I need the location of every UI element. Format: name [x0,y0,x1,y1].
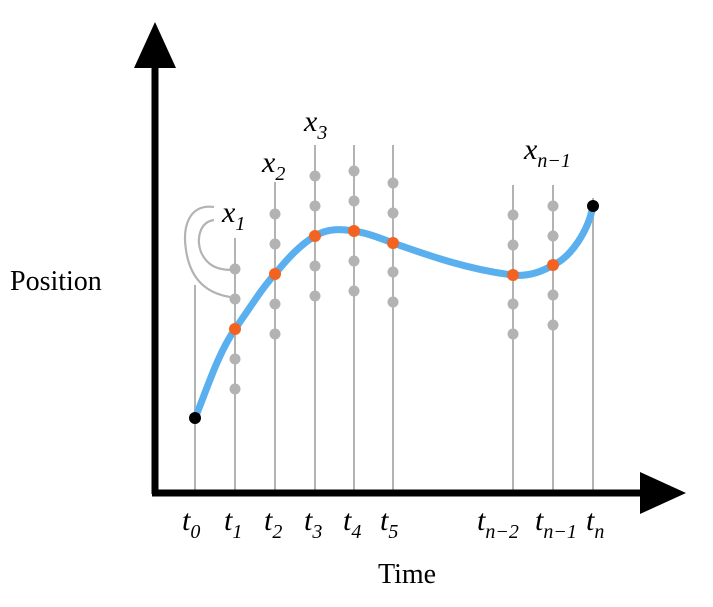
candidate-point [547,230,559,242]
time-label-t2: t2 [264,504,282,543]
candidate-point [348,255,360,267]
candidate-point [229,293,241,305]
candidate-point [507,298,519,310]
candidate-point [309,260,321,272]
start-point [189,412,201,424]
selected-point [387,237,399,249]
selected-points [229,225,559,335]
candidate-point [387,207,399,219]
candidate-point [507,328,519,340]
candidate-point [547,319,559,331]
selected-point [309,230,321,242]
candidate-point [229,353,241,365]
candidate-point [348,165,360,177]
position-label-x3: x3 [303,105,327,144]
candidate-point [269,328,281,340]
time-label-t1: t1 [224,504,242,543]
time-label-t0: t0 [182,504,200,543]
time-label-tn-1: tn−1 [535,504,577,543]
x-axis-arrow [640,472,686,514]
end-point [587,200,599,212]
x-axis-label: Time [378,559,436,590]
candidate-point [348,285,360,297]
time-gridlines [194,145,594,493]
candidate-point [229,263,241,275]
x1-bracket [184,205,233,299]
candidate-point [229,383,241,395]
candidate-points [229,165,559,395]
candidate-point [269,298,281,310]
candidate-point [309,290,321,302]
candidate-point [507,239,519,251]
y-axis-label: Position [10,266,102,297]
time-labels: t0 t1 t2 t3 t4 t5 tn−2 tn−1 tn [182,504,604,543]
time-label-t4: t4 [343,504,361,543]
candidate-point [348,195,360,207]
candidate-point [269,208,281,220]
time-label-t3: t3 [304,504,322,543]
axes [134,22,686,514]
position-label-x2: x2 [261,146,285,185]
bracket-curve-outer [184,205,231,299]
candidate-point [387,266,399,278]
candidate-point [309,200,321,212]
selected-point [348,225,360,237]
selected-point [507,269,519,281]
y-axis-arrow [134,22,176,68]
candidate-point [547,200,559,212]
candidate-point [387,296,399,308]
position-labels: x1 x2 x3 xn−1 [221,105,571,235]
bracket-curve-inner [197,218,233,272]
time-label-tn: tn [586,504,604,543]
time-label-tn-2: tn−2 [477,504,519,543]
candidate-point [507,209,519,221]
selected-point [547,259,559,271]
time-label-t5: t5 [380,504,398,543]
position-label-xn-1: xn−1 [523,133,571,172]
candidate-point [309,170,321,182]
selected-point [229,323,241,335]
candidate-point [269,238,281,250]
candidate-point [547,289,559,301]
selected-point [269,268,281,280]
candidate-point [387,177,399,189]
position-label-x1: x1 [221,196,245,235]
